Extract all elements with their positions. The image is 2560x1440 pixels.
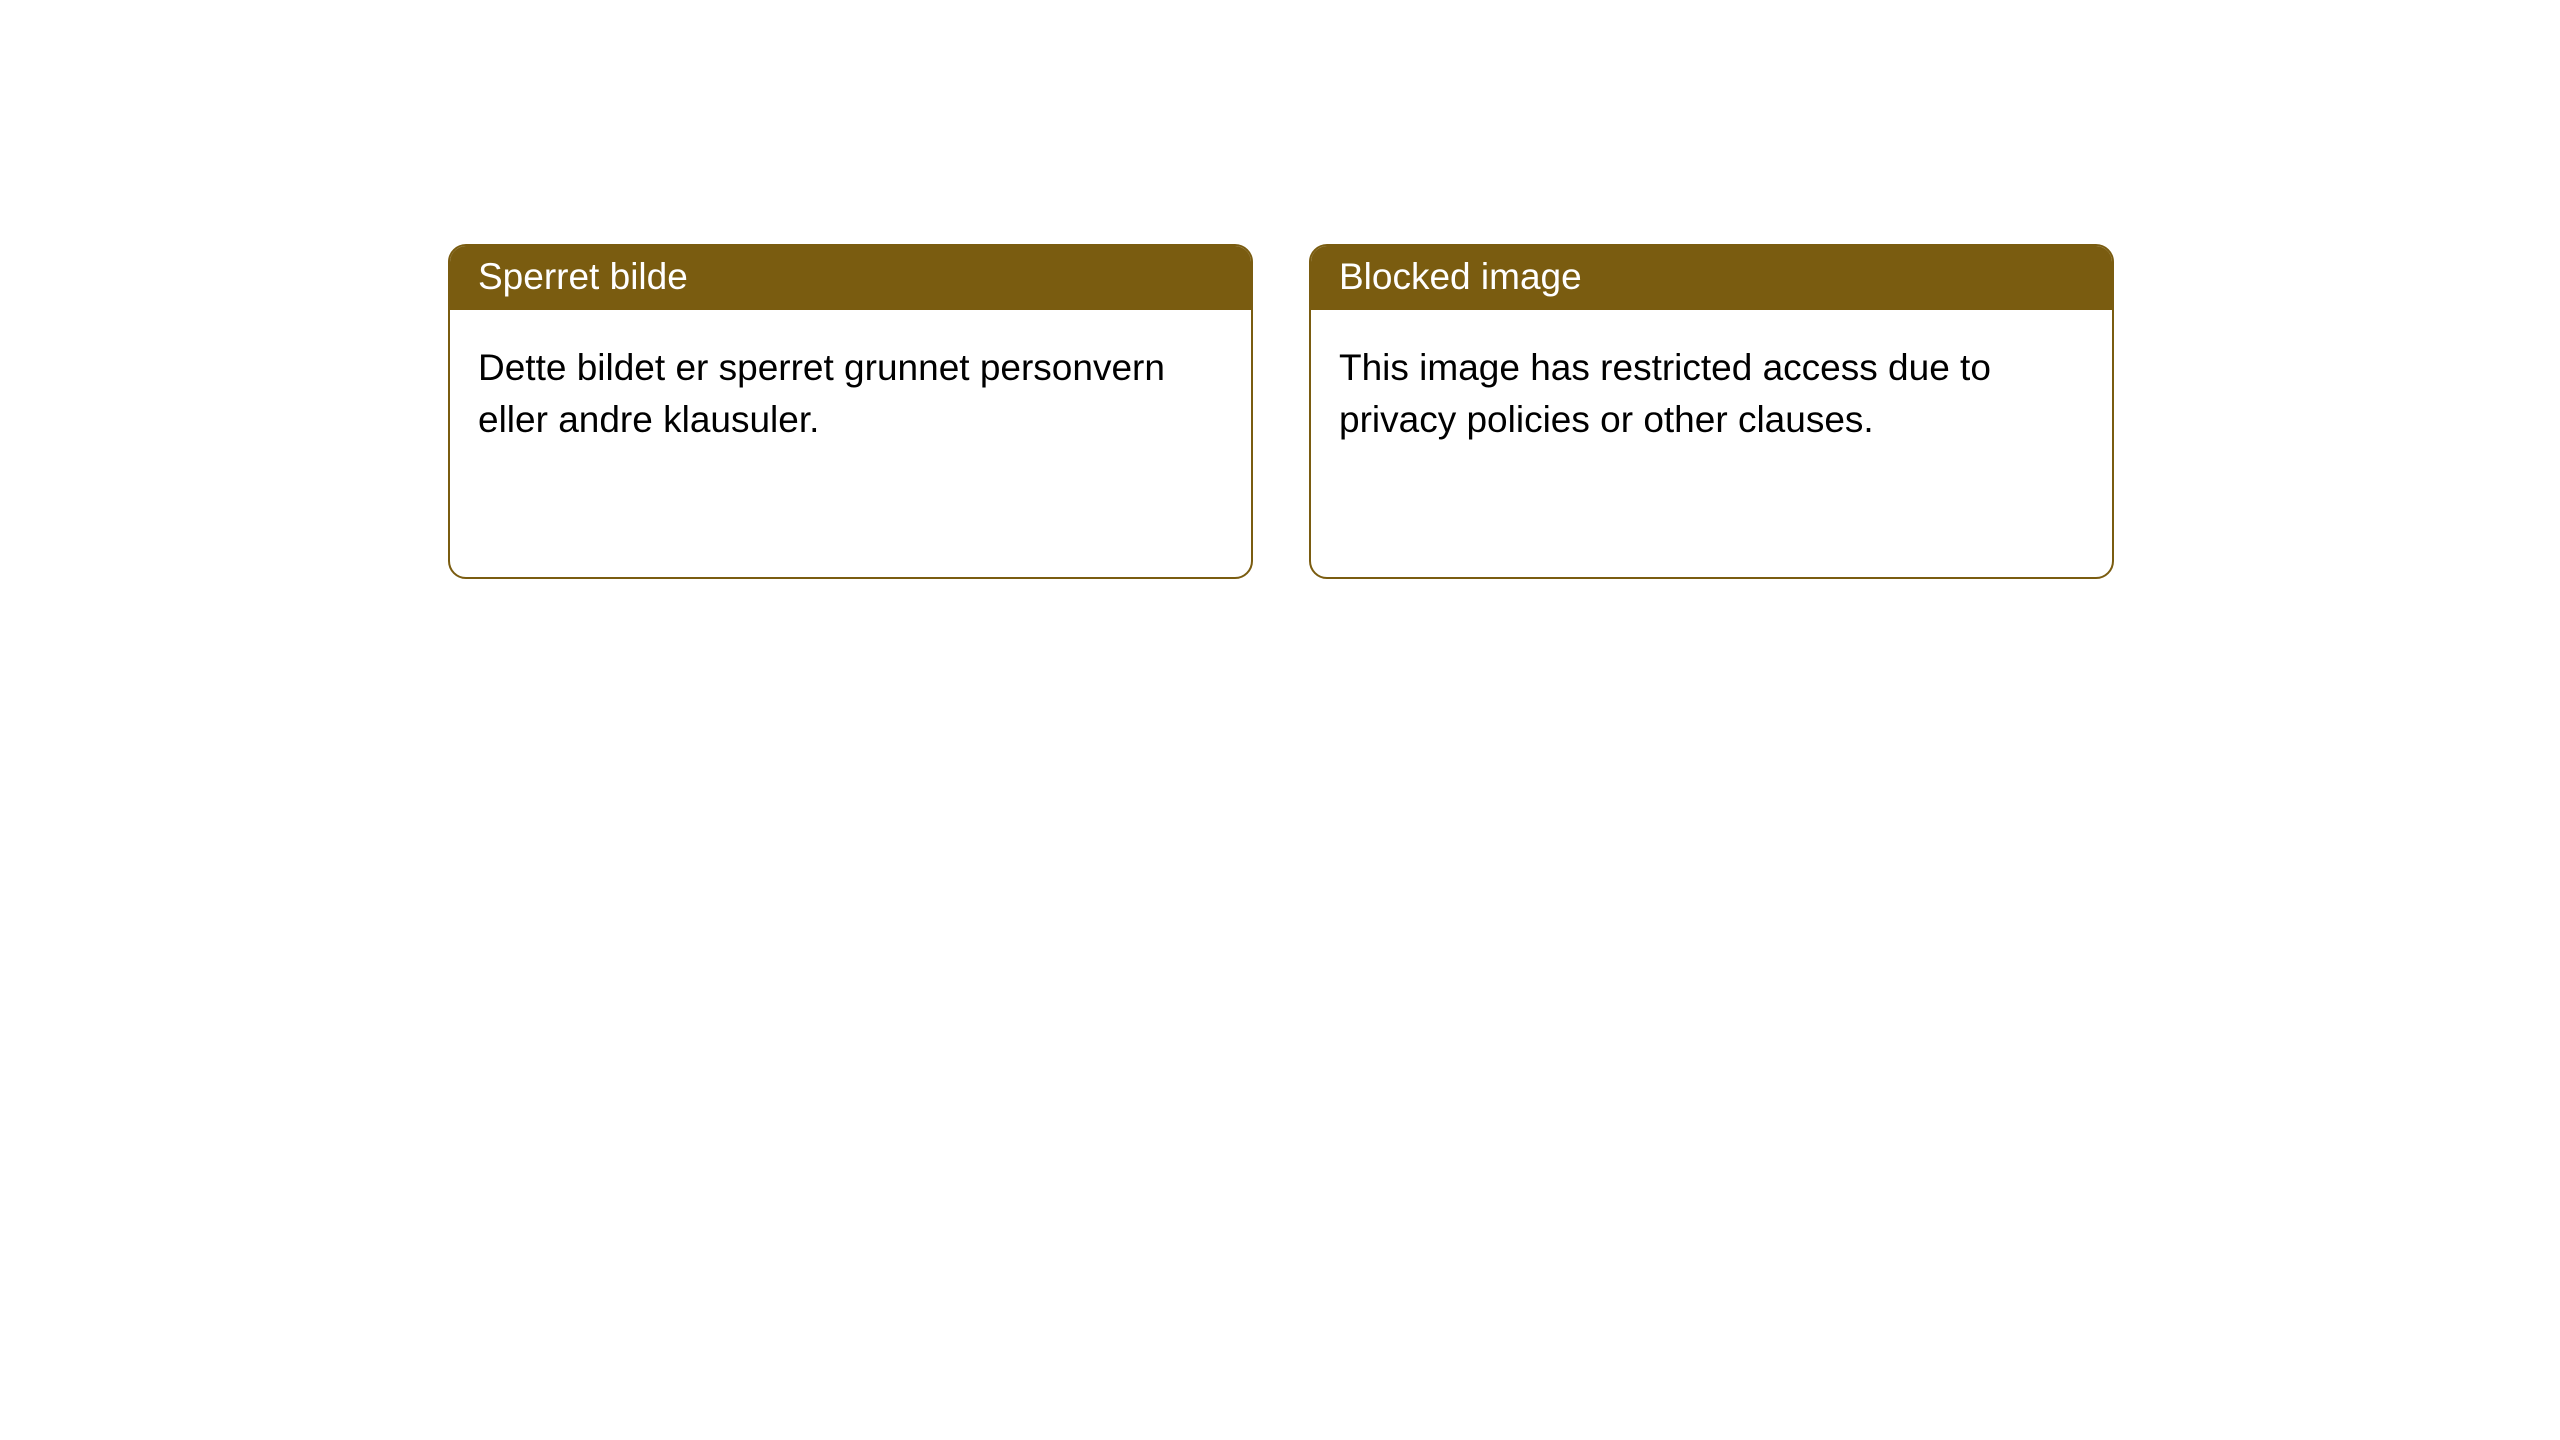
notice-container: Sperret bilde Dette bildet er sperret gr… <box>0 0 2560 579</box>
notice-box-english: Blocked image This image has restricted … <box>1309 244 2114 579</box>
notice-title: Sperret bilde <box>450 246 1251 310</box>
notice-body: Dette bildet er sperret grunnet personve… <box>450 310 1251 478</box>
notice-body: This image has restricted access due to … <box>1311 310 2112 478</box>
notice-box-norwegian: Sperret bilde Dette bildet er sperret gr… <box>448 244 1253 579</box>
notice-title: Blocked image <box>1311 246 2112 310</box>
